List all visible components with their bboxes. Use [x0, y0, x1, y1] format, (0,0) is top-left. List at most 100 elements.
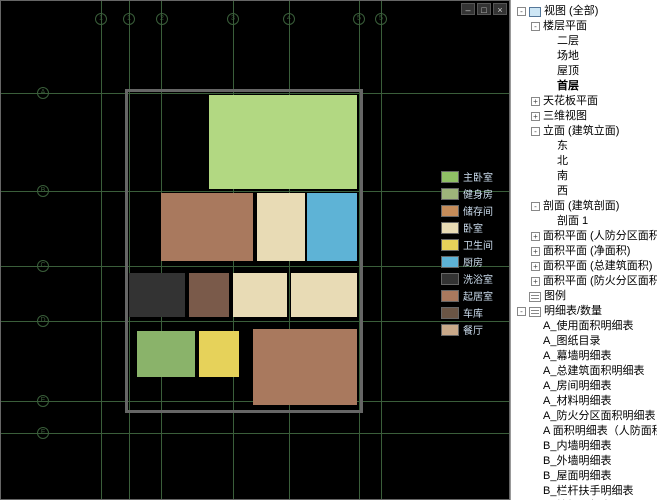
room-cream-small1[interactable]	[233, 273, 287, 317]
tree-label: B_外墙明细表	[543, 454, 611, 469]
collapse-icon[interactable]: -	[531, 202, 540, 211]
tree-item[interactable]: +面积平面 (净面积)	[529, 244, 655, 259]
grid-bubble-top: 1	[123, 13, 135, 25]
tree-item[interactable]: 南	[543, 169, 655, 184]
tree-item[interactable]: 东	[543, 139, 655, 154]
legend-swatch	[441, 273, 459, 285]
tree-item[interactable]: -立面 (建筑立面)	[529, 124, 655, 139]
room-green[interactable]	[209, 95, 357, 189]
tree-item[interactable]: A_使用面积明细表	[529, 319, 655, 334]
tree-label: 西	[557, 184, 568, 199]
tree-item[interactable]: A_材料明细表	[529, 394, 655, 409]
tree-label: 图例	[544, 289, 566, 304]
collapse-icon[interactable]: -	[517, 307, 526, 316]
tree-item[interactable]: B_内墙明细表	[529, 439, 655, 454]
legend-row: 车库	[441, 305, 493, 320]
tree-item[interactable]: A_防火分区面积明细表	[529, 409, 655, 424]
expand-icon[interactable]: +	[531, 97, 540, 106]
tree-spacer	[545, 67, 554, 76]
room-cream[interactable]	[257, 193, 305, 261]
legend-swatch	[441, 205, 459, 217]
tree-item[interactable]: 首层	[543, 79, 655, 94]
tree-label: A_房间明细表	[543, 379, 611, 394]
legend-swatch	[441, 324, 459, 336]
expand-icon[interactable]: +	[531, 262, 540, 271]
tree-item[interactable]: +面积平面 (人防分区面积)	[529, 229, 655, 244]
tree-item[interactable]: A_幕墙明细表	[529, 349, 655, 364]
tree-label: A_使用面积明细表	[543, 319, 633, 334]
legend-swatch	[441, 171, 459, 183]
tree-spacer	[531, 472, 540, 481]
tree-spacer	[531, 382, 540, 391]
cad-canvas[interactable]: – □ × 1123455ABCDEF 主卧室健身房储存间卧室卫生间厨房洗浴室起…	[0, 0, 510, 500]
tree-item[interactable]: A_图纸目录	[529, 334, 655, 349]
tree-icon	[529, 307, 541, 317]
grid-bubble-left: E	[37, 395, 49, 407]
tree-item[interactable]: -剖面 (建筑剖面)	[529, 199, 655, 214]
grid-bubble-left: B	[37, 185, 49, 197]
room-green2[interactable]	[137, 331, 195, 377]
tree-item[interactable]: B_栏杆扶手明细表	[529, 484, 655, 499]
legend-label: 餐厅	[463, 322, 483, 337]
legend-row: 卫生间	[441, 237, 493, 252]
tree-spacer	[531, 457, 540, 466]
tree-item[interactable]: +面积平面 (总建筑面积)	[529, 259, 655, 274]
room-brown-left[interactable]	[161, 193, 253, 261]
tree-label: 视图 (全部)	[544, 4, 598, 19]
tree-label: 面积平面 (净面积)	[543, 244, 630, 259]
tree-item[interactable]: 场地	[543, 49, 655, 64]
legend-row: 起居室	[441, 288, 493, 303]
tree-item[interactable]: A_总建筑面积明细表	[529, 364, 655, 379]
tree-item[interactable]: 二层	[543, 34, 655, 49]
legend-label: 厨房	[463, 254, 483, 269]
expand-icon[interactable]: +	[531, 277, 540, 286]
collapse-icon[interactable]: -	[531, 127, 540, 136]
room-brown-big[interactable]	[253, 329, 357, 405]
tree-item[interactable]: +三维视图	[529, 109, 655, 124]
expand-icon[interactable]: +	[531, 247, 540, 256]
tree-item[interactable]: 北	[543, 154, 655, 169]
tree-label: B_栏杆扶手明细表	[543, 484, 633, 499]
tree-item[interactable]: 剖面 1	[543, 214, 655, 229]
tree-item[interactable]: B_屋面明细表	[529, 469, 655, 484]
legend-label: 起居室	[463, 288, 493, 303]
tree-item[interactable]: 屋顶	[543, 64, 655, 79]
tree-label: 面积平面 (人防分区面积)	[543, 229, 657, 244]
tree-spacer	[545, 82, 554, 91]
collapse-icon[interactable]: -	[531, 22, 540, 31]
tree-label: 楼层平面	[543, 19, 587, 34]
legend-swatch	[441, 239, 459, 251]
tree-item[interactable]: 图例	[515, 289, 655, 304]
tree-label: A_材料明细表	[543, 394, 611, 409]
tree-item[interactable]: 西	[543, 184, 655, 199]
tree-item[interactable]: A 面积明细表（人防面积）	[529, 424, 655, 439]
tree-label: A 面积明细表（人防面积）	[543, 424, 657, 439]
project-browser[interactable]: -视图 (全部)-楼层平面二层场地屋顶首层+天花板平面+三维视图-立面 (建筑立…	[510, 0, 657, 500]
legend-label: 健身房	[463, 186, 493, 201]
tree-label: 立面 (建筑立面)	[543, 124, 619, 139]
tree-spacer	[545, 157, 554, 166]
tree-item[interactable]: A_房间明细表	[529, 379, 655, 394]
room-brown-small1[interactable]	[189, 273, 229, 317]
tree-label: 剖面 1	[557, 214, 588, 229]
tree-item[interactable]: - 视图 (全部)	[515, 4, 655, 19]
expand-icon[interactable]: +	[531, 112, 540, 121]
legend-row: 厨房	[441, 254, 493, 269]
tree-spacer	[531, 442, 540, 451]
tree-item[interactable]: B_外墙明细表	[529, 454, 655, 469]
room-blue[interactable]	[307, 193, 357, 261]
room-dark-small[interactable]	[129, 273, 185, 317]
tree-item[interactable]: +天花板平面	[529, 94, 655, 109]
expand-icon[interactable]: +	[531, 232, 540, 241]
tree-item[interactable]: +面积平面 (防火分区面积)	[529, 274, 655, 289]
tree-item[interactable]: -楼层平面	[529, 19, 655, 34]
legend-row: 健身房	[441, 186, 493, 201]
grid-bubble-top: 5	[375, 13, 387, 25]
tree-label: 屋顶	[557, 64, 579, 79]
room-yellow[interactable]	[199, 331, 239, 377]
legend-row: 储存间	[441, 203, 493, 218]
room-cream-small2[interactable]	[291, 273, 357, 317]
tree-label: A_防火分区面积明细表	[543, 409, 655, 424]
collapse-icon[interactable]: -	[517, 7, 526, 16]
tree-item[interactable]: -明细表/数量	[515, 304, 655, 319]
